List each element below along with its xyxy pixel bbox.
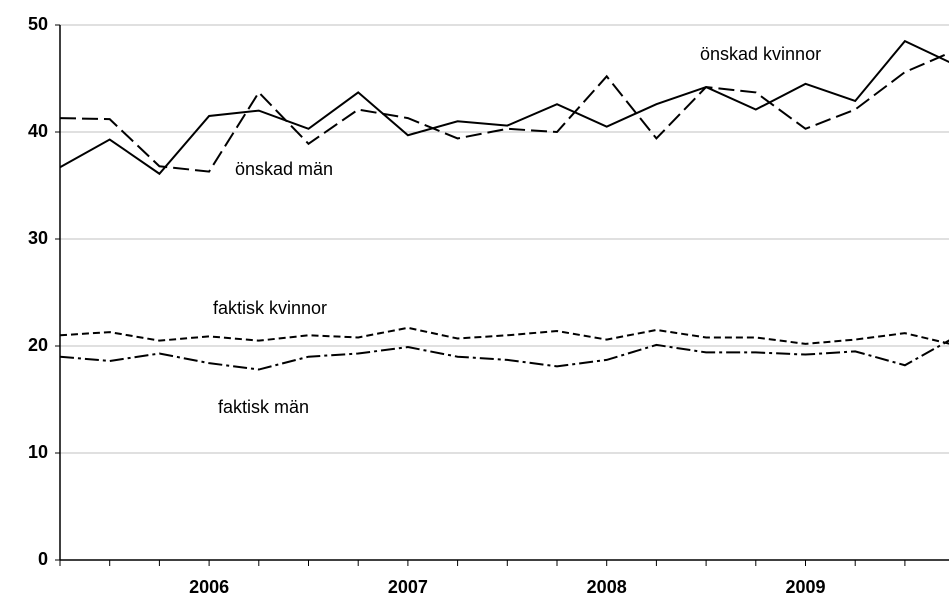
x-tick-label: 2007 [388, 577, 428, 597]
series-label: önskad män [235, 159, 333, 179]
x-tick-label: 2006 [189, 577, 229, 597]
y-tick-label: 20 [28, 335, 48, 355]
series-label: faktisk kvinnor [213, 298, 327, 318]
x-tick-label: 2009 [785, 577, 825, 597]
y-tick-label: 0 [38, 549, 48, 569]
x-tick-label: 2008 [587, 577, 627, 597]
series-label: faktisk män [218, 397, 309, 417]
series-line [60, 52, 949, 173]
y-tick-label: 10 [28, 442, 48, 462]
series-line [60, 339, 949, 371]
y-tick-label: 30 [28, 228, 48, 248]
y-tick-label: 40 [28, 121, 48, 141]
plot-area [60, 39, 949, 371]
series-line [60, 326, 949, 345]
y-tick-label: 50 [28, 14, 48, 34]
series-line [60, 39, 949, 176]
series-label: önskad kvinnor [700, 44, 821, 64]
